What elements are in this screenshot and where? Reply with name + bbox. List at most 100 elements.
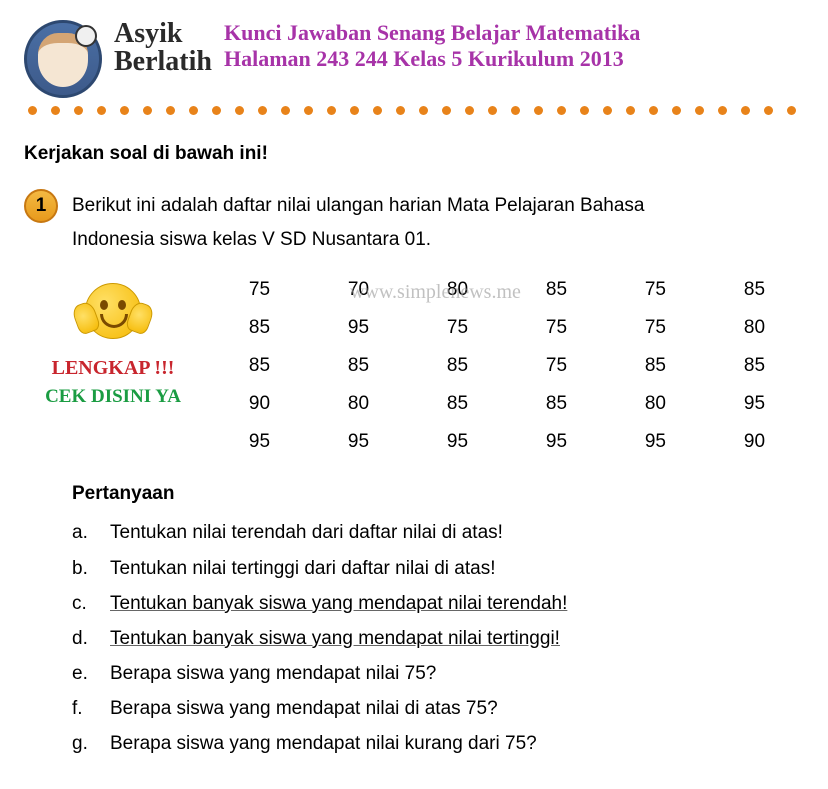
table-cell: 75 bbox=[507, 309, 606, 347]
sub-question-letter: d. bbox=[72, 621, 92, 656]
table-cell: 90 bbox=[210, 385, 309, 423]
sub-question-letter: g. bbox=[72, 726, 92, 761]
left-badges: LENGKAP !!! CEK DISINI YA bbox=[24, 271, 202, 408]
dot bbox=[258, 106, 267, 115]
table-cell: 85 bbox=[705, 271, 804, 309]
cek-badge: CEK DISINI YA bbox=[45, 386, 181, 408]
table-cell: 75 bbox=[210, 271, 309, 309]
table-cell: 95 bbox=[507, 423, 606, 461]
purple-title-line2: Halaman 243 244 Kelas 5 Kurikulum 2013 bbox=[224, 46, 640, 72]
dot bbox=[235, 106, 244, 115]
dot bbox=[350, 106, 359, 115]
table-row: 757080857585 bbox=[210, 271, 804, 309]
table-cell: 75 bbox=[507, 347, 606, 385]
sub-question: e.Berapa siswa yang mendapat nilai 75? bbox=[72, 656, 804, 691]
thumbs-up-emoji bbox=[77, 275, 149, 347]
sub-question-text: Tentukan banyak siswa yang mendapat nila… bbox=[110, 621, 560, 656]
table-cell: 85 bbox=[507, 385, 606, 423]
dot bbox=[327, 106, 336, 115]
table-cell: 80 bbox=[309, 385, 408, 423]
dot bbox=[672, 106, 681, 115]
instruction-text: Kerjakan soal di bawah ini! bbox=[24, 143, 804, 165]
purple-title-line1: Kunci Jawaban Senang Belajar Matematika bbox=[224, 20, 640, 46]
table-row: 858585758585 bbox=[210, 347, 804, 385]
dot bbox=[189, 106, 198, 115]
sub-question-letter: f. bbox=[72, 691, 92, 726]
table-cell: 85 bbox=[507, 271, 606, 309]
sub-question-text: Berapa siswa yang mendapat nilai kurang … bbox=[110, 726, 537, 761]
dot bbox=[419, 106, 428, 115]
table-cell: 80 bbox=[606, 385, 705, 423]
sub-question-letter: c. bbox=[72, 586, 92, 621]
sub-question: b. Tentukan nilai tertinggi dari daftar n… bbox=[72, 551, 804, 586]
question-number-circle: 1 bbox=[24, 189, 58, 223]
dot bbox=[51, 106, 60, 115]
avatar-illustration bbox=[24, 20, 102, 98]
table-cell: 95 bbox=[705, 385, 804, 423]
dot bbox=[120, 106, 129, 115]
dot bbox=[97, 106, 106, 115]
table-cell: 95 bbox=[408, 423, 507, 461]
table-row: 859575757580 bbox=[210, 309, 804, 347]
table-cell: 80 bbox=[408, 271, 507, 309]
sub-question-letter: b. bbox=[72, 551, 92, 586]
dot bbox=[74, 106, 83, 115]
dot bbox=[534, 106, 543, 115]
table-cell: 70 bbox=[309, 271, 408, 309]
sub-question: f.Berapa siswa yang mendapat nilai di at… bbox=[72, 691, 804, 726]
sub-question: d. Tentukan banyak siswa yang mendapat ni… bbox=[72, 621, 804, 656]
dot bbox=[442, 106, 451, 115]
table-cell: 90 bbox=[705, 423, 804, 461]
sub-question: c. Tentukan banyak siswa yang mendapat ni… bbox=[72, 586, 804, 621]
table-cell: 95 bbox=[309, 423, 408, 461]
table-cell: 95 bbox=[309, 309, 408, 347]
table-cell: 85 bbox=[309, 347, 408, 385]
asyik-title: Asyik bbox=[114, 20, 212, 48]
dot bbox=[28, 106, 37, 115]
table-cell: 80 bbox=[705, 309, 804, 347]
dot bbox=[373, 106, 382, 115]
table-cell: 75 bbox=[408, 309, 507, 347]
sub-question: a.Tentukan nilai terendah dari daftar ni… bbox=[72, 515, 804, 550]
dot bbox=[718, 106, 727, 115]
sub-questions-list: a.Tentukan nilai terendah dari daftar ni… bbox=[72, 515, 804, 761]
dot bbox=[626, 106, 635, 115]
table-cell: 85 bbox=[408, 347, 507, 385]
table-cell: 85 bbox=[705, 347, 804, 385]
lengkap-badge: LENGKAP !!! bbox=[52, 357, 175, 380]
table-cell: 85 bbox=[210, 309, 309, 347]
berlatih-title: Berlatih bbox=[114, 48, 212, 76]
dot bbox=[304, 106, 313, 115]
question-text: Berikut ini adalah daftar nilai ulangan … bbox=[72, 189, 645, 257]
decorative-dots bbox=[24, 106, 804, 115]
dot bbox=[143, 106, 152, 115]
dot bbox=[603, 106, 612, 115]
dot bbox=[396, 106, 405, 115]
dot bbox=[212, 106, 221, 115]
question-block: 1 Berikut ini adalah daftar nilai ulanga… bbox=[24, 189, 804, 257]
sub-question: g. Berapa siswa yang mendapat nilai kuran… bbox=[72, 726, 804, 761]
dot bbox=[764, 106, 773, 115]
table-row: 959595959590 bbox=[210, 423, 804, 461]
question-line1: Berikut ini adalah daftar nilai ulangan … bbox=[72, 195, 645, 216]
table-cell: 75 bbox=[606, 271, 705, 309]
table-cell: 85 bbox=[408, 385, 507, 423]
table-cell: 85 bbox=[210, 347, 309, 385]
dot bbox=[281, 106, 290, 115]
pertanyaan-header: Pertanyaan bbox=[72, 483, 804, 505]
dot bbox=[695, 106, 704, 115]
dot bbox=[649, 106, 658, 115]
sub-question-text: Tentukan nilai tertinggi dari daftar nil… bbox=[110, 551, 496, 586]
header-section: Asyik Berlatih Kunci Jawaban Senang Bela… bbox=[24, 20, 804, 98]
dot bbox=[511, 106, 520, 115]
dot bbox=[488, 106, 497, 115]
sub-question-text: Tentukan banyak siswa yang mendapat nila… bbox=[110, 586, 567, 621]
data-section: LENGKAP !!! CEK DISINI YA www.simplenews… bbox=[24, 271, 804, 461]
sub-question-letter: a. bbox=[72, 515, 92, 550]
dot bbox=[465, 106, 474, 115]
dot bbox=[557, 106, 566, 115]
clock-icon bbox=[75, 25, 97, 47]
sub-question-letter: e. bbox=[72, 656, 92, 691]
question-line2: Indonesia siswa kelas V SD Nusantara 01. bbox=[72, 229, 431, 250]
table-cell: 75 bbox=[606, 309, 705, 347]
